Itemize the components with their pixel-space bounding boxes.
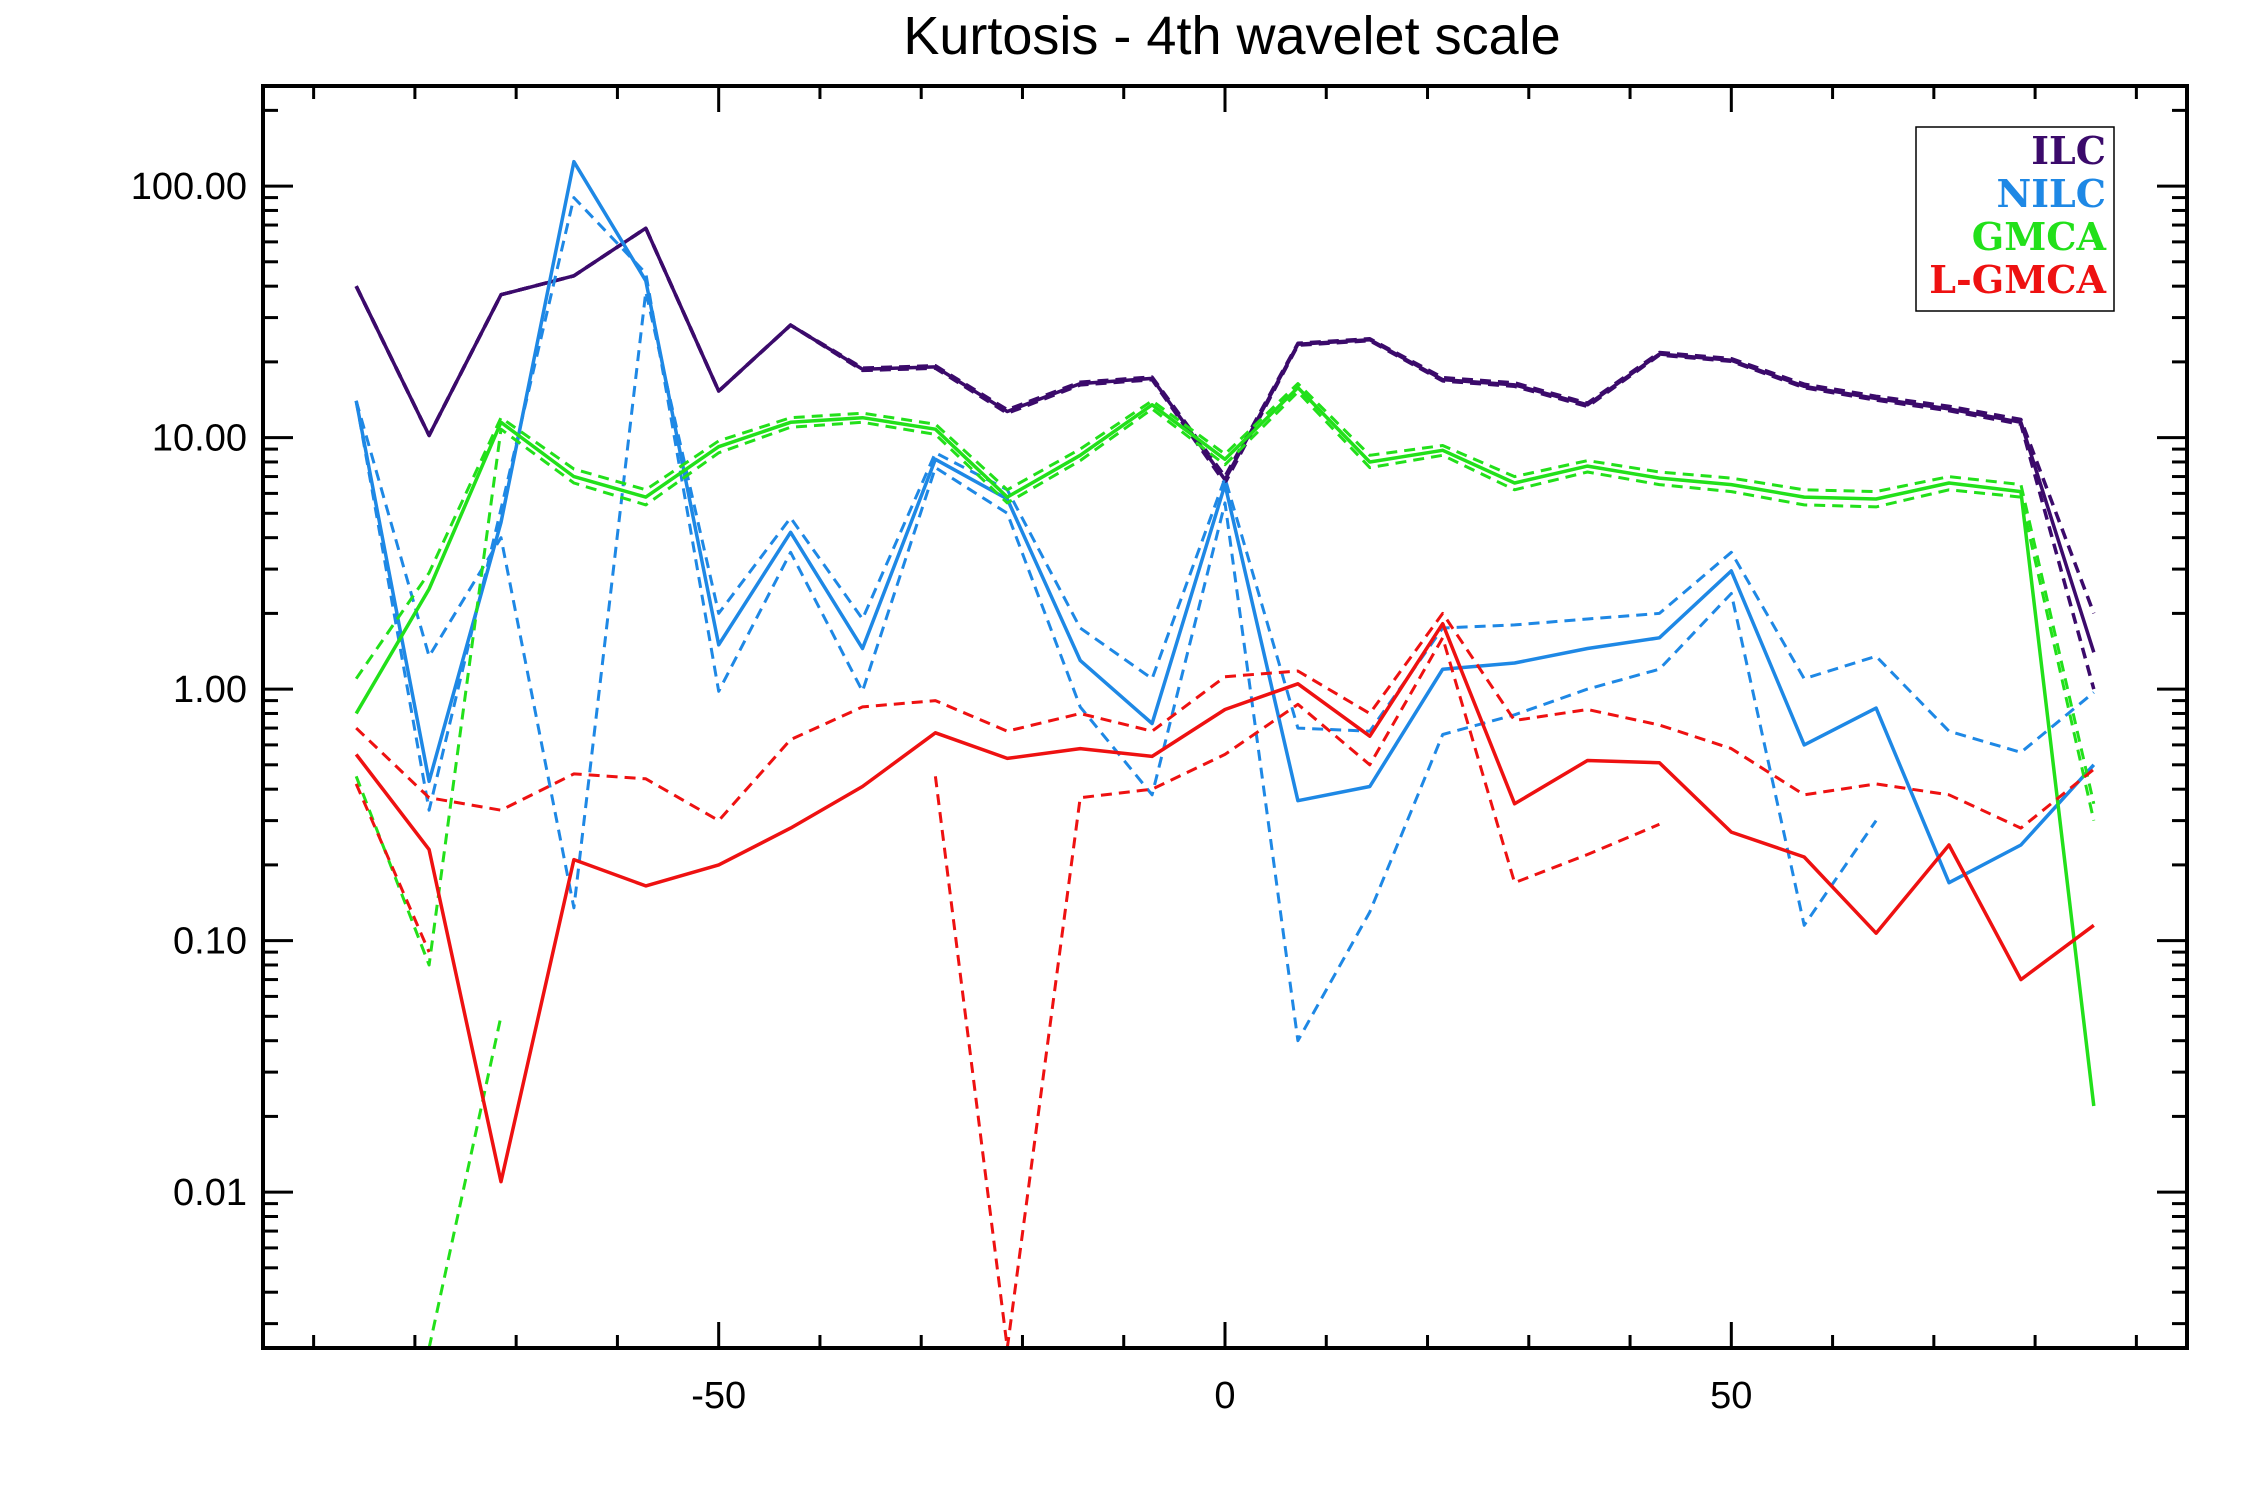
- y-tick-label: 1.00: [173, 669, 247, 711]
- series-l-gmca-solid-10: [354, 621, 2095, 1184]
- series-gmca-dashed-8: [354, 390, 2096, 967]
- series-nilc-dashed-5: [354, 196, 1878, 1043]
- series-gmca-dashed-7: [354, 382, 2096, 805]
- series-l-gmca-dashed-12: [354, 783, 431, 953]
- x-tick-label: 0: [1214, 1375, 1235, 1417]
- legend-entry-gmca: GMCA: [1972, 214, 2107, 259]
- series-ilc-solid-0: [354, 226, 2096, 653]
- series-l-gmca-dashed-13: [933, 776, 1009, 1348]
- series-layer: [354, 159, 2096, 1348]
- legend-entry-nilc: NILC: [1997, 171, 2106, 216]
- y-tick-label: 0.01: [173, 1172, 247, 1214]
- x-tick-label: 50: [1710, 1375, 1752, 1417]
- y-tick-label: 100.00: [131, 166, 247, 208]
- series-nilc-dashed-4: [354, 290, 2095, 910]
- x-tick-label: -50: [691, 1375, 746, 1417]
- series-gmca-solid-6: [354, 385, 2096, 1107]
- y-tick-label: 10.00: [152, 418, 247, 460]
- legend-entry-l-gmca: L-GMCA: [1929, 257, 2106, 302]
- series-ilc-dashed-1: [354, 226, 2096, 615]
- series-nilc-solid-3: [354, 159, 2096, 885]
- legend-entry-ilc: ILC: [2031, 128, 2106, 173]
- ticks-layer: -50 0 50 0.01 0.10 1.00 10.00 100.00: [131, 86, 2187, 1417]
- y-tick-label: 0.10: [173, 921, 247, 963]
- legend-box: [1915, 126, 2115, 312]
- series-gmca-dashed-9: [427, 1015, 503, 1348]
- series-l-gmca-dashed-14: [1005, 636, 1660, 1348]
- chart-title: Kurtosis - 4th wavelet scale: [903, 6, 1560, 66]
- series-l-gmca-dashed-11: [355, 611, 2095, 830]
